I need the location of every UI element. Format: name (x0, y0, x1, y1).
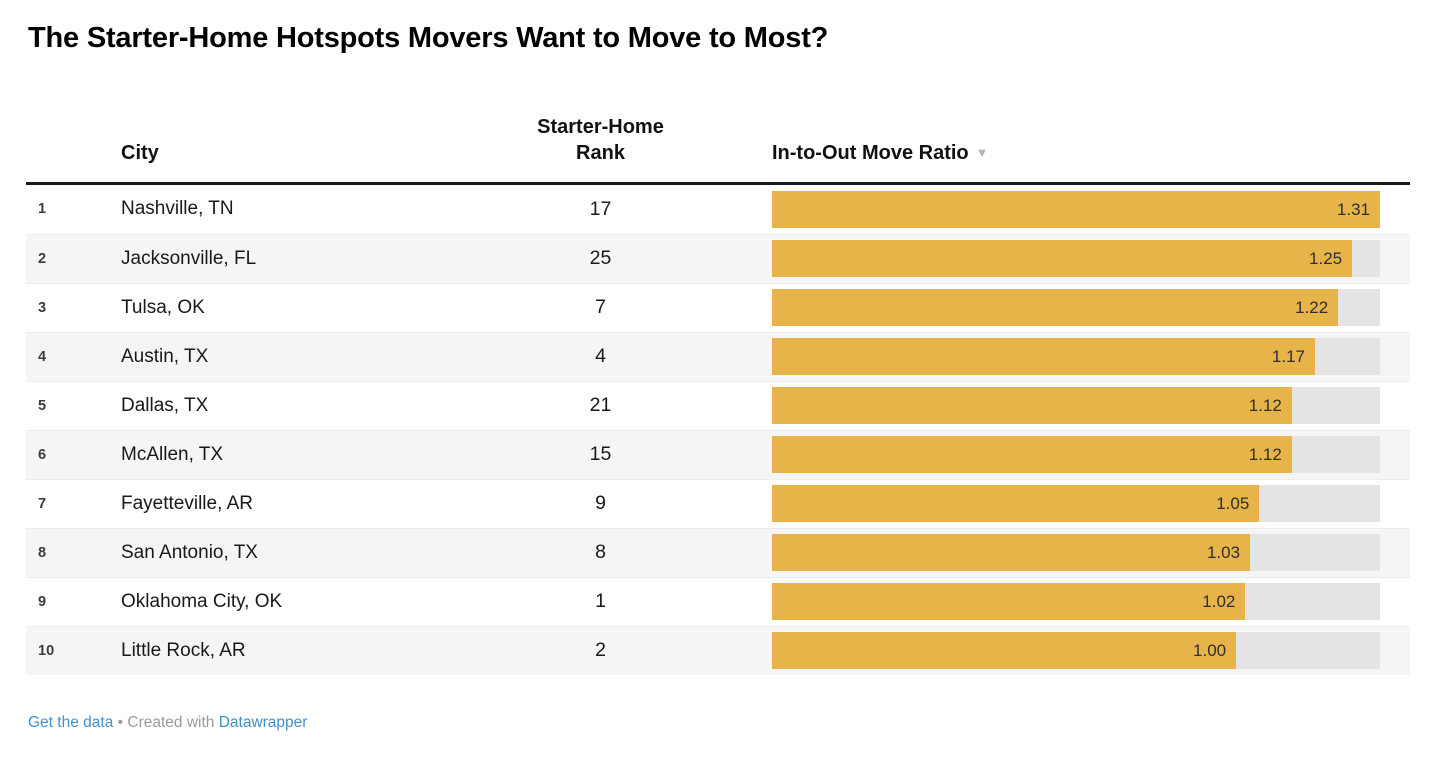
ratio-cell: 1.17 (740, 338, 1410, 376)
row-number: 6 (38, 446, 47, 463)
ratio-bar: 1.03 (772, 534, 1251, 572)
rank-cell: 4 (595, 345, 606, 368)
chart-container: The Starter-Home Hotspots Movers Want to… (26, 22, 1410, 733)
city-cell: Jacksonville, FL (121, 247, 257, 269)
rank-cell: 17 (589, 197, 612, 220)
ratio-cell: 1.25 (740, 240, 1410, 278)
ratio-value-label: 1.05 (1216, 494, 1250, 514)
ratio-bar-track: 1.12 (772, 387, 1380, 425)
city-cell: Austin, TX (121, 345, 209, 367)
row-number: 8 (38, 544, 47, 561)
column-header-rank-label: Starter-Home Rank (537, 115, 664, 164)
row-number: 7 (38, 495, 47, 512)
row-number: 5 (38, 397, 47, 414)
get-the-data-link[interactable]: Get the data (28, 713, 114, 731)
ratio-value-label: 1.31 (1336, 199, 1370, 219)
table-row: 5 Dallas, TX 21 1.12 (26, 380, 1410, 430)
row-number: 1 (38, 201, 47, 218)
ratio-value-label: 1.02 (1202, 592, 1236, 612)
table-row: 10 Little Rock, AR 2 1.00 (26, 625, 1410, 675)
ratio-cell: 1.05 (740, 485, 1410, 523)
city-cell: San Antonio, TX (121, 541, 258, 563)
ratio-bar: 1.02 (772, 583, 1246, 621)
ratio-value-label: 1.22 (1295, 298, 1329, 318)
ratio-bar: 1.17 (772, 338, 1315, 376)
table-header-row: City Starter-Home Rank In-to-Out Move Ra… (26, 114, 1410, 185)
ratio-bar-track: 1.00 (772, 632, 1380, 670)
data-table: City Starter-Home Rank In-to-Out Move Ra… (26, 114, 1410, 675)
ratio-bar-track: 1.12 (772, 436, 1380, 474)
table-row: 4 Austin, TX 4 1.17 (26, 331, 1410, 381)
ratio-bar: 1.25 (772, 240, 1353, 278)
ratio-bar: 1.31 (772, 190, 1380, 228)
datawrapper-link[interactable]: Datawrapper (218, 713, 308, 731)
table-row: 6 McAllen, TX 15 1.12 (26, 429, 1410, 479)
rank-cell: 15 (589, 443, 612, 466)
table-row: 8 San Antonio, TX 8 1.03 (26, 527, 1410, 577)
table-row: 1 Nashville, TN 17 1.31 (26, 185, 1410, 234)
row-number: 9 (38, 593, 47, 610)
ratio-cell: 1.12 (740, 436, 1410, 474)
ratio-cell: 1.22 (740, 289, 1410, 327)
ratio-cell: 1.31 (740, 190, 1410, 228)
ratio-value-label: 1.00 (1193, 641, 1227, 661)
row-number: 4 (38, 348, 47, 365)
rank-cell: 25 (589, 247, 612, 270)
row-number: 2 (38, 250, 47, 267)
row-number: 3 (38, 299, 47, 316)
ratio-bar-track: 1.05 (772, 485, 1380, 523)
ratio-bar: 1.12 (772, 436, 1292, 474)
ratio-bar-track: 1.17 (772, 338, 1380, 376)
row-number: 10 (38, 642, 55, 659)
footer-separator: • Created with (117, 713, 215, 731)
city-cell: Nashville, TN (121, 198, 234, 220)
column-header-rank[interactable]: Starter-Home Rank (461, 114, 740, 166)
city-cell: McAllen, TX (121, 443, 224, 465)
ratio-value-label: 1.12 (1248, 445, 1282, 465)
city-cell: Fayetteville, AR (121, 492, 253, 514)
ratio-value-label: 1.12 (1248, 396, 1282, 416)
ratio-cell: 1.03 (740, 534, 1410, 572)
chart-footer: Get the data • Created with Datawrapper (28, 712, 1410, 733)
ratio-bar: 1.12 (772, 387, 1292, 425)
rank-cell: 9 (595, 492, 606, 515)
city-cell: Tulsa, OK (121, 296, 205, 318)
rank-cell: 7 (595, 296, 606, 319)
table-row: 2 Jacksonville, FL 25 1.25 (26, 233, 1410, 283)
ratio-cell: 1.00 (740, 632, 1410, 670)
ratio-bar-track: 1.22 (772, 289, 1380, 327)
ratio-bar-track: 1.31 (772, 190, 1380, 228)
chart-title: The Starter-Home Hotspots Movers Want to… (28, 22, 829, 54)
table-row: 3 Tulsa, OK 7 1.22 (26, 282, 1410, 332)
column-header-city[interactable]: City (121, 141, 159, 164)
rank-cell: 8 (595, 541, 606, 564)
ratio-value-label: 1.17 (1271, 347, 1305, 367)
ratio-bar-track: 1.25 (772, 240, 1380, 278)
ratio-cell: 1.12 (740, 387, 1410, 425)
rank-cell: 2 (595, 639, 606, 662)
city-cell: Dallas, TX (121, 394, 209, 416)
ratio-bar: 1.05 (772, 485, 1260, 523)
ratio-value-label: 1.25 (1309, 249, 1343, 269)
table-row: 7 Fayetteville, AR 9 1.05 (26, 478, 1410, 528)
ratio-bar-track: 1.02 (772, 583, 1380, 621)
ratio-bar: 1.00 (772, 632, 1237, 670)
ratio-bar-track: 1.03 (772, 534, 1380, 572)
sort-desc-icon: ▼ (975, 144, 989, 160)
rank-cell: 21 (589, 394, 612, 417)
table-row: 9 Oklahoma City, OK 1 1.02 (26, 576, 1410, 626)
ratio-value-label: 1.03 (1206, 543, 1241, 563)
ratio-cell: 1.02 (740, 583, 1410, 621)
ratio-bar: 1.22 (772, 289, 1339, 327)
city-cell: Oklahoma City, OK (121, 590, 283, 612)
city-cell: Little Rock, AR (121, 639, 246, 661)
column-header-ratio-label: In-to-Out Move Ratio (772, 141, 969, 164)
rank-cell: 1 (595, 590, 606, 613)
column-header-ratio[interactable]: In-to-Out Move Ratio ▼ (740, 140, 1410, 166)
table-body: 1 Nashville, TN 17 1.31 2 Jacksonville, … (26, 185, 1410, 675)
